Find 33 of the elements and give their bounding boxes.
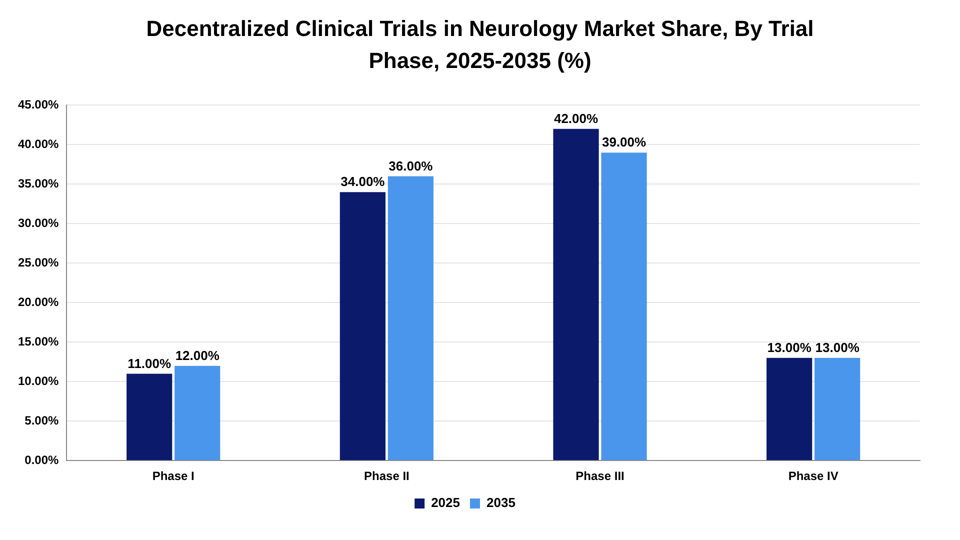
bar bbox=[601, 152, 647, 460]
data-label: 36.00% bbox=[388, 158, 434, 174]
y-tick-label: 10.00% bbox=[18, 374, 60, 388]
bar bbox=[388, 176, 434, 460]
data-label: 11.00% bbox=[128, 356, 172, 371]
x-tick-label: Phase II bbox=[364, 469, 410, 484]
data-label: 34.00% bbox=[340, 174, 386, 190]
data-label: 13.00% bbox=[767, 340, 812, 356]
bar bbox=[814, 358, 860, 460]
x-tick-label: Phase I bbox=[152, 469, 194, 484]
chart-title: Decentralized Clinical Trials in Neurology Market Share, By Trial Phase, 2025-2035 (%) bbox=[145, 15, 815, 75]
legend-label: 2035 bbox=[486, 495, 516, 510]
data-label: 39.00% bbox=[602, 134, 646, 150]
y-tick-label: 5.00% bbox=[24, 413, 60, 428]
bar bbox=[174, 366, 220, 460]
bar bbox=[340, 192, 386, 460]
legend-label: 2025 bbox=[431, 495, 460, 510]
y-tick-label: 0.00% bbox=[24, 452, 60, 467]
x-tick-label: Phase IV bbox=[788, 469, 838, 484]
y-tick-label: 35.00% bbox=[18, 176, 60, 190]
y-tick-label: 15.00% bbox=[18, 334, 60, 348]
x-tick-label: Phase III bbox=[576, 469, 624, 484]
y-tick-label: 45.00% bbox=[18, 98, 60, 112]
data-label: 42.00% bbox=[554, 110, 598, 126]
data-label: 13.00% bbox=[815, 340, 860, 356]
data-label: 12.00% bbox=[175, 348, 220, 363]
bar bbox=[126, 374, 172, 460]
bar bbox=[553, 128, 599, 460]
y-tick-label: 30.00% bbox=[18, 216, 60, 230]
y-tick-label: 20.00% bbox=[18, 294, 60, 309]
bar bbox=[766, 358, 812, 460]
y-tick-label: 25.00% bbox=[18, 255, 60, 270]
y-tick-label: 40.00% bbox=[18, 137, 60, 151]
